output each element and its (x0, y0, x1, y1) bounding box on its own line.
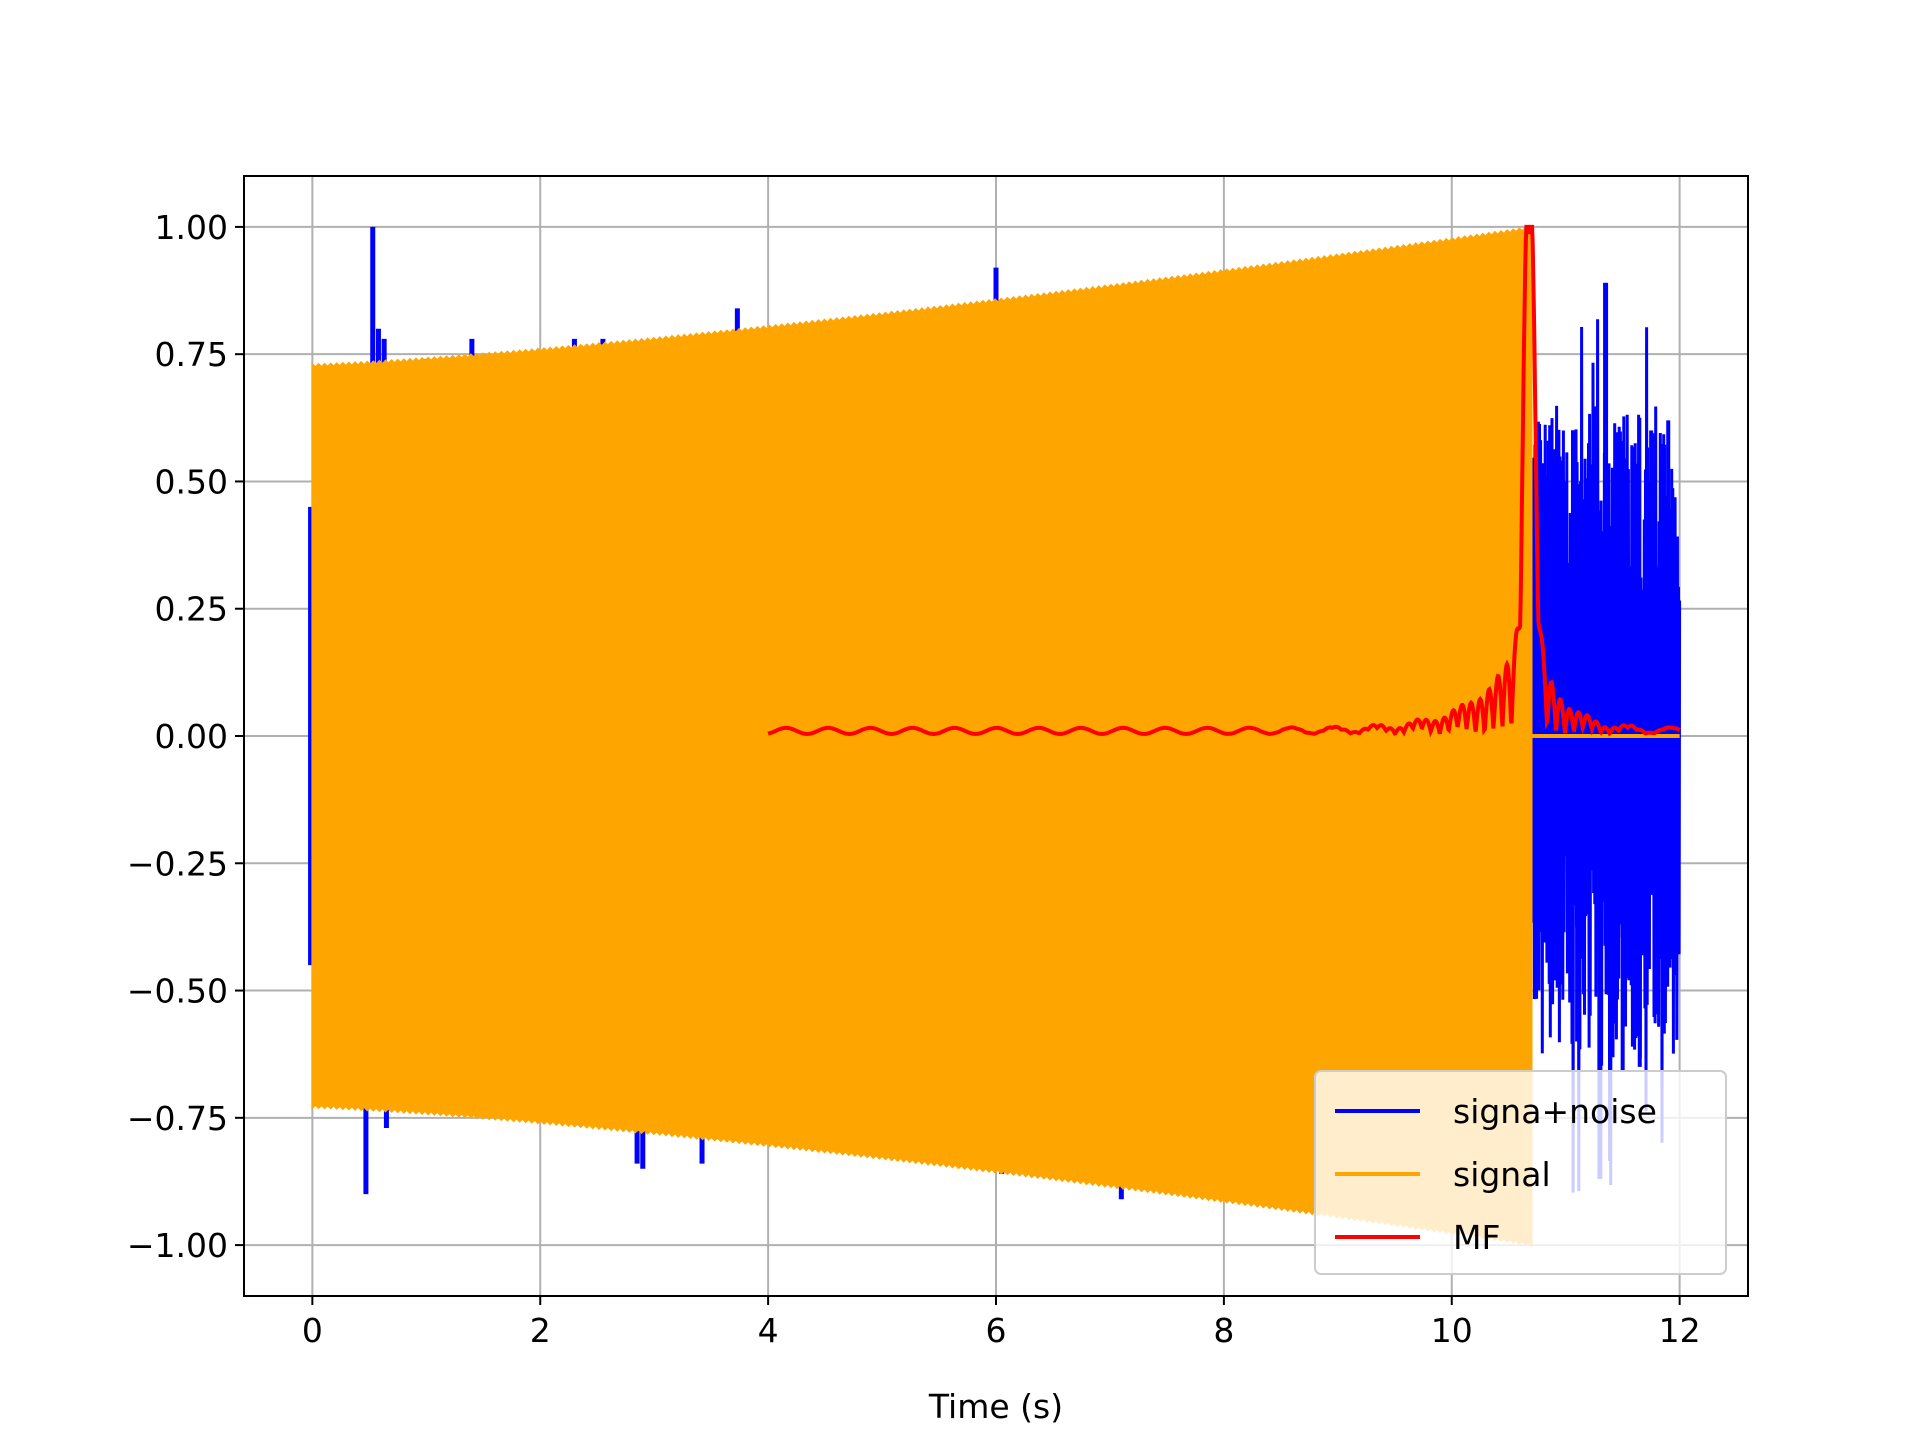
y-tick-label: 1.00 (155, 208, 228, 247)
y-tick-label: −0.50 (127, 972, 228, 1011)
x-tick-label: 12 (1659, 1311, 1701, 1350)
x-tick-label: 4 (758, 1311, 779, 1350)
y-tick-label: −1.00 (127, 1226, 228, 1265)
x-tick-label: 0 (302, 1311, 323, 1350)
mf-line (767, 224, 1681, 738)
series-mf (767, 224, 1681, 738)
y-tick-label: −0.25 (127, 844, 228, 883)
x-tick-label: 8 (1213, 1311, 1234, 1350)
y-tick-label: 0.50 (155, 462, 228, 501)
legend-label: MF (1453, 1218, 1500, 1257)
y-axis-ticks: 1.00 0.75 0.50 0.25 0.00 −0.25 −0.50 −0.75 −1.00 (127, 208, 244, 1265)
y-tick-label: 0.75 (155, 335, 228, 374)
legend-label: signa+noise (1453, 1092, 1657, 1131)
legend-label: signal (1453, 1155, 1551, 1194)
y-tick-label: −0.75 (127, 1099, 228, 1138)
y-tick-label: 0.00 (155, 717, 228, 756)
x-axis-ticks: 0 2 4 6 8 10 12 (302, 1296, 1701, 1350)
x-tick-label: 10 (1431, 1311, 1473, 1350)
y-tick-label: 0.25 (155, 590, 228, 629)
x-tick-label: 2 (530, 1311, 551, 1350)
legend: signa+noise signal MF (1314, 1070, 1727, 1275)
x-axis-label: Time (s) (928, 1387, 1063, 1426)
x-tick-label: 6 (986, 1311, 1007, 1350)
legend-box (1314, 1070, 1727, 1275)
